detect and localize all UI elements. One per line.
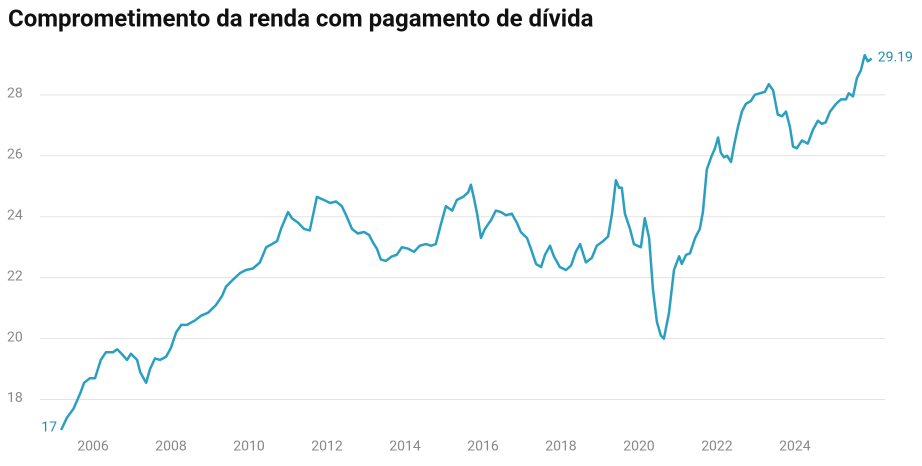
value-label: 29.19: [878, 49, 913, 65]
chart-title: Comprometimento da renda com pagamento d…: [8, 4, 594, 32]
y-tick-label: 26: [7, 146, 23, 162]
y-tick-label: 22: [7, 268, 23, 284]
x-tick-label: 2020: [623, 439, 655, 455]
data-line: [59, 53, 873, 431]
x-tick-label: 2022: [701, 439, 733, 455]
y-tick-label: 20: [7, 329, 23, 345]
x-tick-label: 2014: [389, 439, 421, 455]
y-tick-label: 28: [7, 86, 23, 102]
x-tick-label: 2012: [311, 439, 343, 455]
x-tick-label: 2024: [779, 439, 811, 455]
value-label: 17: [41, 420, 57, 436]
x-tick-label: 2008: [155, 439, 187, 455]
x-tick-label: 2006: [77, 439, 109, 455]
y-tick-label: 24: [7, 207, 23, 223]
x-tick-label: 2016: [467, 439, 499, 455]
y-tick-label: 18: [7, 390, 23, 406]
x-tick-label: 2018: [545, 439, 577, 455]
x-tick-label: 2010: [233, 439, 265, 455]
